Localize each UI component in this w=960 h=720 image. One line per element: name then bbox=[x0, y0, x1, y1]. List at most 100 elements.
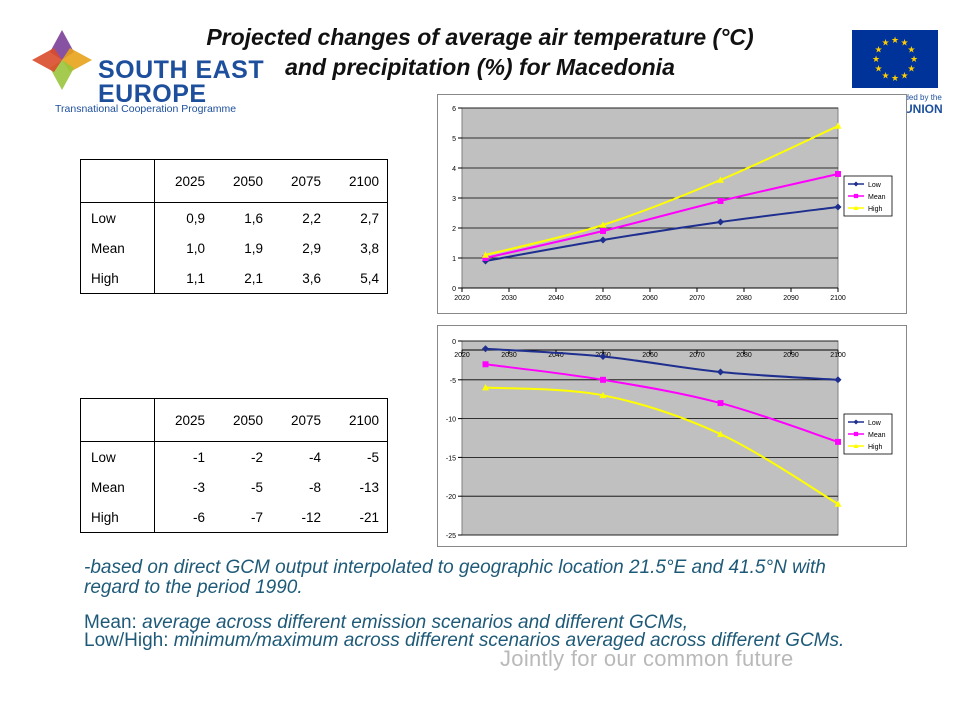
mean-label: Mean: bbox=[84, 612, 143, 633]
row-label: Mean bbox=[80, 233, 155, 263]
y-tick-label: 6 bbox=[452, 106, 456, 113]
table-cell: -12 bbox=[301, 509, 321, 525]
table-row: Mean 1,0 1,9 2,9 3,8 bbox=[80, 233, 388, 263]
plot-area bbox=[461, 340, 839, 536]
table-cell: 1,9 bbox=[244, 240, 263, 256]
x-tick-label: 2020 bbox=[454, 352, 470, 359]
table-cell: -6 bbox=[192, 509, 205, 525]
table-cell: -2 bbox=[250, 449, 263, 465]
data-point-mean bbox=[835, 438, 841, 445]
x-tick-label: 2070 bbox=[689, 295, 705, 302]
south-east-europe-logo bbox=[32, 30, 92, 90]
data-point-high bbox=[717, 176, 724, 183]
data-point-mean bbox=[717, 400, 724, 407]
eu-star-icon: ★ bbox=[875, 45, 883, 55]
y-tick-label: -10 bbox=[446, 417, 456, 424]
legend-marker bbox=[853, 419, 859, 425]
data-point-mean bbox=[600, 228, 606, 234]
title-line-2: and precipitation (%) for Macedonia bbox=[285, 54, 675, 80]
table-row: Low 0,9 1,6 2,2 2,7 bbox=[80, 202, 388, 233]
eu-star-icon: ★ bbox=[881, 38, 889, 48]
y-tick-label: -25 bbox=[446, 533, 456, 540]
data-point-high bbox=[599, 221, 607, 228]
column-header: 2075 bbox=[271, 398, 329, 442]
x-tick-label: 2080 bbox=[736, 352, 752, 359]
data-point-low bbox=[717, 218, 724, 226]
table-cell: 1,1 bbox=[186, 270, 205, 286]
x-tick-label: 2090 bbox=[783, 352, 799, 359]
precipitation-table: 2025 2050 2075 2100 Low -1 -2 -4 -5 Mean… bbox=[80, 398, 388, 533]
eu-star-icon: ★ bbox=[900, 38, 908, 48]
data-point-high bbox=[482, 384, 489, 391]
row-label: High bbox=[80, 502, 155, 533]
lowhigh-label: Low/High: bbox=[84, 630, 174, 651]
table-cell: -3 bbox=[192, 479, 205, 495]
series-line-low bbox=[485, 347, 839, 381]
table-corner bbox=[80, 398, 155, 442]
table-cell: -5 bbox=[366, 449, 379, 465]
row-label: Low bbox=[80, 441, 155, 472]
x-tick-label: 2040 bbox=[548, 352, 564, 359]
table-cell: 3,8 bbox=[360, 240, 379, 256]
legend-label: Low bbox=[868, 420, 882, 427]
temperature-table: 2025 2050 2075 2100 Low 0,9 1,6 2,2 2,7 … bbox=[80, 159, 388, 294]
definitions-note: Mean: average across different emission … bbox=[84, 612, 884, 651]
legend-label: High bbox=[868, 444, 883, 451]
data-point-mean bbox=[717, 198, 724, 204]
x-tick-label: 2090 bbox=[783, 295, 799, 302]
data-point-mean bbox=[600, 376, 606, 383]
y-tick-label: -20 bbox=[446, 494, 456, 501]
eu-star-icon: ★ bbox=[907, 64, 915, 74]
y-tick-label: -5 bbox=[450, 378, 456, 385]
series-line-high bbox=[485, 386, 839, 505]
page-title: Projected changes of average air tempera… bbox=[130, 22, 830, 82]
y-tick-label: 3 bbox=[452, 196, 456, 203]
column-header: 2075 bbox=[271, 159, 329, 203]
table-cell: 2,9 bbox=[302, 240, 321, 256]
legend-label: Mean bbox=[868, 194, 886, 201]
y-tick-label: -15 bbox=[446, 455, 456, 462]
legend-label: Mean bbox=[868, 432, 886, 439]
table-cell: 1,0 bbox=[186, 240, 205, 256]
y-tick-label: 1 bbox=[452, 256, 456, 263]
lowhigh-definition: minimum/maximum across different scenari… bbox=[173, 630, 845, 651]
legend-marker bbox=[853, 181, 859, 187]
data-point-low bbox=[834, 203, 842, 211]
data-point-high bbox=[834, 122, 842, 129]
y-tick-label: 0 bbox=[452, 286, 456, 293]
x-tick-label: 2030 bbox=[501, 295, 517, 302]
x-tick-label: 2040 bbox=[548, 295, 564, 302]
temperature-chart: 0 1 2 3 4 5 6 2020 2030 2040 2050 2060 2070 2080 2090 2… bbox=[437, 94, 907, 314]
table-cell: -8 bbox=[308, 479, 321, 495]
table-cell: -21 bbox=[359, 509, 379, 525]
data-point-low bbox=[834, 376, 842, 384]
table-row: High 1,1 2,1 3,6 5,4 bbox=[80, 263, 388, 294]
legend-marker bbox=[853, 193, 859, 199]
table-cell: -13 bbox=[359, 479, 379, 495]
x-tick-label: 2020 bbox=[454, 295, 470, 302]
table-row: Low -1 -2 -4 -5 bbox=[80, 441, 388, 472]
data-point-high bbox=[482, 251, 489, 258]
column-header: 2100 bbox=[329, 159, 388, 203]
data-point-low bbox=[599, 353, 607, 361]
eu-star-icon: ★ bbox=[875, 64, 883, 74]
eu-union-text: UNION bbox=[904, 102, 943, 116]
eu-flag-icon: ★★★★★★★★★ ★ ★★ bbox=[852, 30, 938, 88]
eu-star-icon: ★ bbox=[891, 35, 899, 45]
legend-marker bbox=[853, 443, 859, 448]
x-tick-label: 2030 bbox=[501, 352, 517, 359]
y-tick-label: 5 bbox=[452, 136, 456, 143]
eu-star-icon: ★ bbox=[907, 45, 915, 55]
column-header: 2025 bbox=[154, 398, 213, 442]
table-cell: 2,7 bbox=[360, 210, 379, 226]
x-tick-label: 2060 bbox=[642, 295, 658, 302]
row-label: Low bbox=[80, 202, 155, 233]
table-cell: 3,6 bbox=[302, 270, 321, 286]
eu-funded-text: nded by the bbox=[900, 93, 942, 102]
precipitation-chart: 0-5-10-15-20-252020203020402050206020702… bbox=[437, 325, 907, 547]
table-cell: 2,2 bbox=[302, 210, 321, 226]
y-tick-label: 4 bbox=[452, 166, 456, 173]
legend-label: High bbox=[868, 206, 883, 213]
series-line-mean bbox=[485, 173, 839, 259]
eu-star-icon: ★ bbox=[872, 54, 880, 64]
